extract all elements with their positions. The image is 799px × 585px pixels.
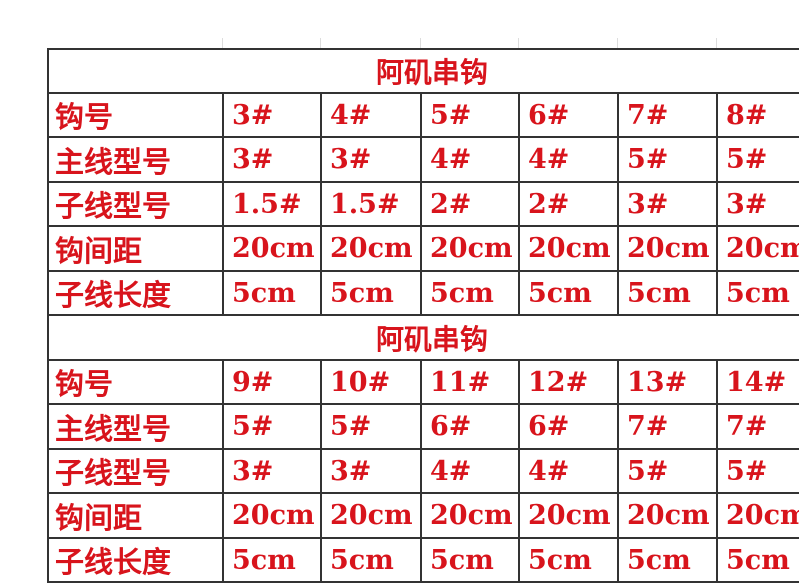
table-cell: 5# xyxy=(715,448,799,494)
table-cell: 20cm xyxy=(715,225,799,272)
table-cell: 4# xyxy=(420,136,520,183)
gridline xyxy=(716,38,717,48)
table-cell: 8# xyxy=(715,92,799,138)
table-cell: 5cm xyxy=(617,537,718,583)
table-cell: 4# xyxy=(320,92,422,138)
table-cell: 13# xyxy=(617,359,718,405)
table-cell: 3# xyxy=(222,136,322,183)
row-label: 主线型号 xyxy=(47,136,224,183)
table-cell: 20cm xyxy=(518,492,619,539)
table-cell: 20cm xyxy=(518,225,619,272)
table-cell: 20cm xyxy=(222,492,322,539)
gridline xyxy=(617,38,618,48)
row-label: 钩号 xyxy=(47,359,224,405)
table-cell: 3# xyxy=(715,181,799,227)
table-cell: 2# xyxy=(518,181,619,227)
table-cell: 20cm xyxy=(617,225,718,272)
section-title: 阿矶串钩 xyxy=(46,314,799,361)
table-cell: 20cm xyxy=(420,225,520,272)
row-label: 子线长度 xyxy=(47,537,224,583)
table-row: 钩号 3# 4# 5# 6# 7# 8# xyxy=(47,92,799,138)
table-cell: 3# xyxy=(617,181,718,227)
table-cell: 5# xyxy=(420,92,520,138)
gridline xyxy=(222,38,223,48)
table-cell: 5cm xyxy=(222,537,322,583)
row-label: 主线型号 xyxy=(47,403,224,450)
table-row: 钩号 9# 10# 11# 12# 13# 14# xyxy=(47,359,799,405)
table-cell: 7# xyxy=(715,403,799,450)
row-label: 子线型号 xyxy=(47,181,224,227)
table-cell: 20cm xyxy=(320,225,422,272)
table-cell: 4# xyxy=(518,136,619,183)
table-cell: 5cm xyxy=(320,270,422,316)
table-cell: 20cm xyxy=(715,492,799,539)
table-cell: 1.5# xyxy=(320,181,422,227)
table-cell: 3# xyxy=(320,136,422,183)
row-label: 钩间距 xyxy=(47,492,224,539)
row-label: 钩号 xyxy=(47,92,224,138)
table-cell: 5# xyxy=(222,403,322,450)
table-row: 子线型号 3# 3# 4# 4# 5# 5# xyxy=(47,448,799,494)
table-row: 主线型号 3# 3# 4# 4# 5# 5# xyxy=(47,136,799,183)
table-cell: 5cm xyxy=(715,537,799,583)
table-cell: 4# xyxy=(518,448,619,494)
table-cell: 20cm xyxy=(320,492,422,539)
gridline xyxy=(420,38,421,48)
table-cell: 10# xyxy=(320,359,422,405)
gridline xyxy=(320,38,321,48)
table-cell: 3# xyxy=(222,92,322,138)
table-cell: 5cm xyxy=(420,537,520,583)
table-cell: 6# xyxy=(518,92,619,138)
section-title-row: 阿矶串钩 xyxy=(46,314,799,361)
table-row: 子线长度 5cm 5cm 5cm 5cm 5cm 5cm xyxy=(47,537,799,583)
row-label: 钩间距 xyxy=(47,225,224,272)
hook-spec-table: 阿矶串钩 钩号 3# 4# 5# 6# 7# 8# 主线型号 3# 3# 4# 4# 5# 5# 子线型号 1.… xyxy=(46,48,799,583)
table-cell: 5# xyxy=(617,136,718,183)
table-cell: 3# xyxy=(320,448,422,494)
table-row: 子线长度 5cm 5cm 5cm 5cm 5cm 5cm xyxy=(47,270,799,316)
table-cell: 5cm xyxy=(518,270,619,316)
table-row: 子线型号 1.5# 1.5# 2# 2# 3# 3# xyxy=(47,181,799,227)
table-row: 主线型号 5# 5# 6# 6# 7# 7# xyxy=(47,403,799,450)
table-cell: 5cm xyxy=(715,270,799,316)
table-cell: 11# xyxy=(420,359,520,405)
section-title: 阿矶串钩 xyxy=(46,48,799,94)
table-cell: 5cm xyxy=(420,270,520,316)
table-cell: 14# xyxy=(715,359,799,405)
row-label: 子线型号 xyxy=(47,448,224,494)
table-row: 钩间距20cm20cm20cm20cm20cm20cm xyxy=(47,492,799,539)
table-cell: 20cm xyxy=(222,225,322,272)
table-cell: 3# xyxy=(222,448,322,494)
table-cell: 9# xyxy=(222,359,322,405)
table-cell: 6# xyxy=(420,403,520,450)
table-cell: 5cm xyxy=(222,270,322,316)
row-label: 子线长度 xyxy=(47,270,224,316)
table-cell: 2# xyxy=(420,181,520,227)
table-cell: 5# xyxy=(617,448,718,494)
table-cell: 20cm xyxy=(420,492,520,539)
table-cell: 1.5# xyxy=(222,181,322,227)
table-cell: 5cm xyxy=(617,270,718,316)
table-cell: 5cm xyxy=(320,537,422,583)
table-cell: 7# xyxy=(617,92,718,138)
table-cell: 5# xyxy=(715,136,799,183)
table-cell: 20cm xyxy=(617,492,718,539)
table-cell: 6# xyxy=(518,403,619,450)
table-cell: 7# xyxy=(617,403,718,450)
gridline xyxy=(518,38,519,48)
table-cell: 5cm xyxy=(518,537,619,583)
table-row: 钩间距20cm20cm20cm20cm20cm20cm xyxy=(47,225,799,272)
section-title-row: 阿矶串钩 xyxy=(46,48,799,94)
table-cell: 4# xyxy=(420,448,520,494)
table-cell: 12# xyxy=(518,359,619,405)
sheet-gridlines xyxy=(0,0,799,48)
table-cell: 5# xyxy=(320,403,422,450)
